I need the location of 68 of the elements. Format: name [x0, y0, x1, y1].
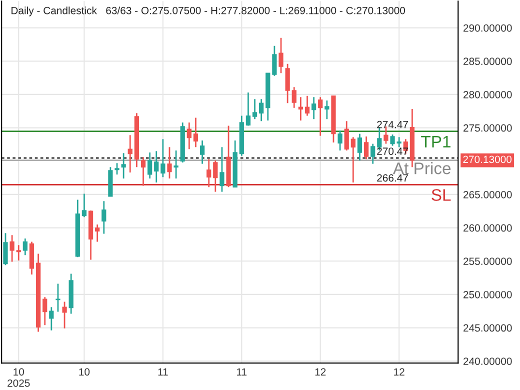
candlestick [318, 96, 323, 136]
candlestick [22, 238, 28, 256]
candlestick [128, 134, 132, 174]
candlestick [246, 92, 251, 127]
candlestick [16, 244, 21, 262]
x-tick-label: 12 [394, 368, 404, 376]
candlestick [147, 152, 152, 180]
candlestick [200, 140, 205, 164]
candlestick [304, 95, 310, 117]
candlestick [114, 162, 120, 176]
candlestick [10, 234, 14, 262]
y-tick-label: 280.00000 [464, 90, 512, 98]
ref-line-label: 270.13000 [463, 156, 512, 164]
candlestick [338, 130, 342, 152]
candlestick [140, 156, 146, 186]
chart-title: Daily - Candlestick 63/63 - O:275.07500 - H:277.82000 - L:269.11000 - C:270.13000 [12, 6, 406, 16]
y-tick-label: 255.00000 [464, 258, 512, 265]
candlestick [82, 193, 87, 218]
candlestick [390, 134, 395, 146]
candlestick [220, 146, 224, 192]
y-tick-label: 275.00000 [464, 124, 512, 132]
candlestick [350, 136, 356, 184]
candlestick [193, 117, 198, 148]
x-tick-label: 12 [315, 368, 326, 376]
candlestick [95, 224, 100, 242]
x-tick-label: 11 [158, 368, 168, 376]
y-tick-label: 245.00000 [464, 324, 512, 332]
candlestick [213, 160, 218, 192]
candlestick [285, 63, 290, 104]
candlestick [252, 98, 258, 120]
annotation: 274.47 [377, 120, 408, 128]
ref-line-label: TP1 [421, 136, 450, 148]
candlestick [174, 150, 178, 180]
candlestick [272, 45, 277, 77]
candlestick [344, 120, 349, 152]
y-tick-label: 250.00000 [464, 290, 512, 298]
candlestick [278, 37, 284, 74]
candlestick [311, 96, 316, 120]
candlestick [3, 232, 8, 266]
candlestick [396, 136, 402, 148]
candlestick [49, 306, 54, 332]
candlestick [292, 86, 296, 109]
y-tick-label: 260.00000 [464, 224, 512, 232]
candlestick [62, 301, 67, 330]
candlestick [357, 133, 362, 162]
candlestick [370, 143, 376, 164]
candlestick [42, 296, 48, 326]
candlestick [259, 98, 264, 122]
annotation: 266.47 [377, 174, 408, 182]
candlestick [186, 122, 192, 150]
candlestick [167, 146, 172, 180]
candlestick [364, 136, 369, 160]
x-tick-label: 10 [79, 368, 90, 376]
y-tick-label: 290.00000 [464, 24, 512, 32]
candlestick [324, 100, 330, 120]
ref-line-label: SL [432, 189, 451, 201]
candlestick [206, 158, 212, 188]
candlestick [160, 138, 166, 178]
candlestick [154, 150, 159, 184]
x-tick-label: 10 2025 [8, 368, 30, 387]
y-tick-label: 240.00000 [464, 358, 512, 365]
candlestick [121, 152, 126, 180]
candlestick [102, 200, 106, 234]
x-tick-label: 11 [237, 368, 247, 376]
candlestick [298, 96, 304, 122]
ref-line-label: At Price [392, 162, 451, 174]
y-tick-label: 265.00000 [464, 190, 512, 198]
y-tick-label: 285.00000 [464, 58, 512, 66]
